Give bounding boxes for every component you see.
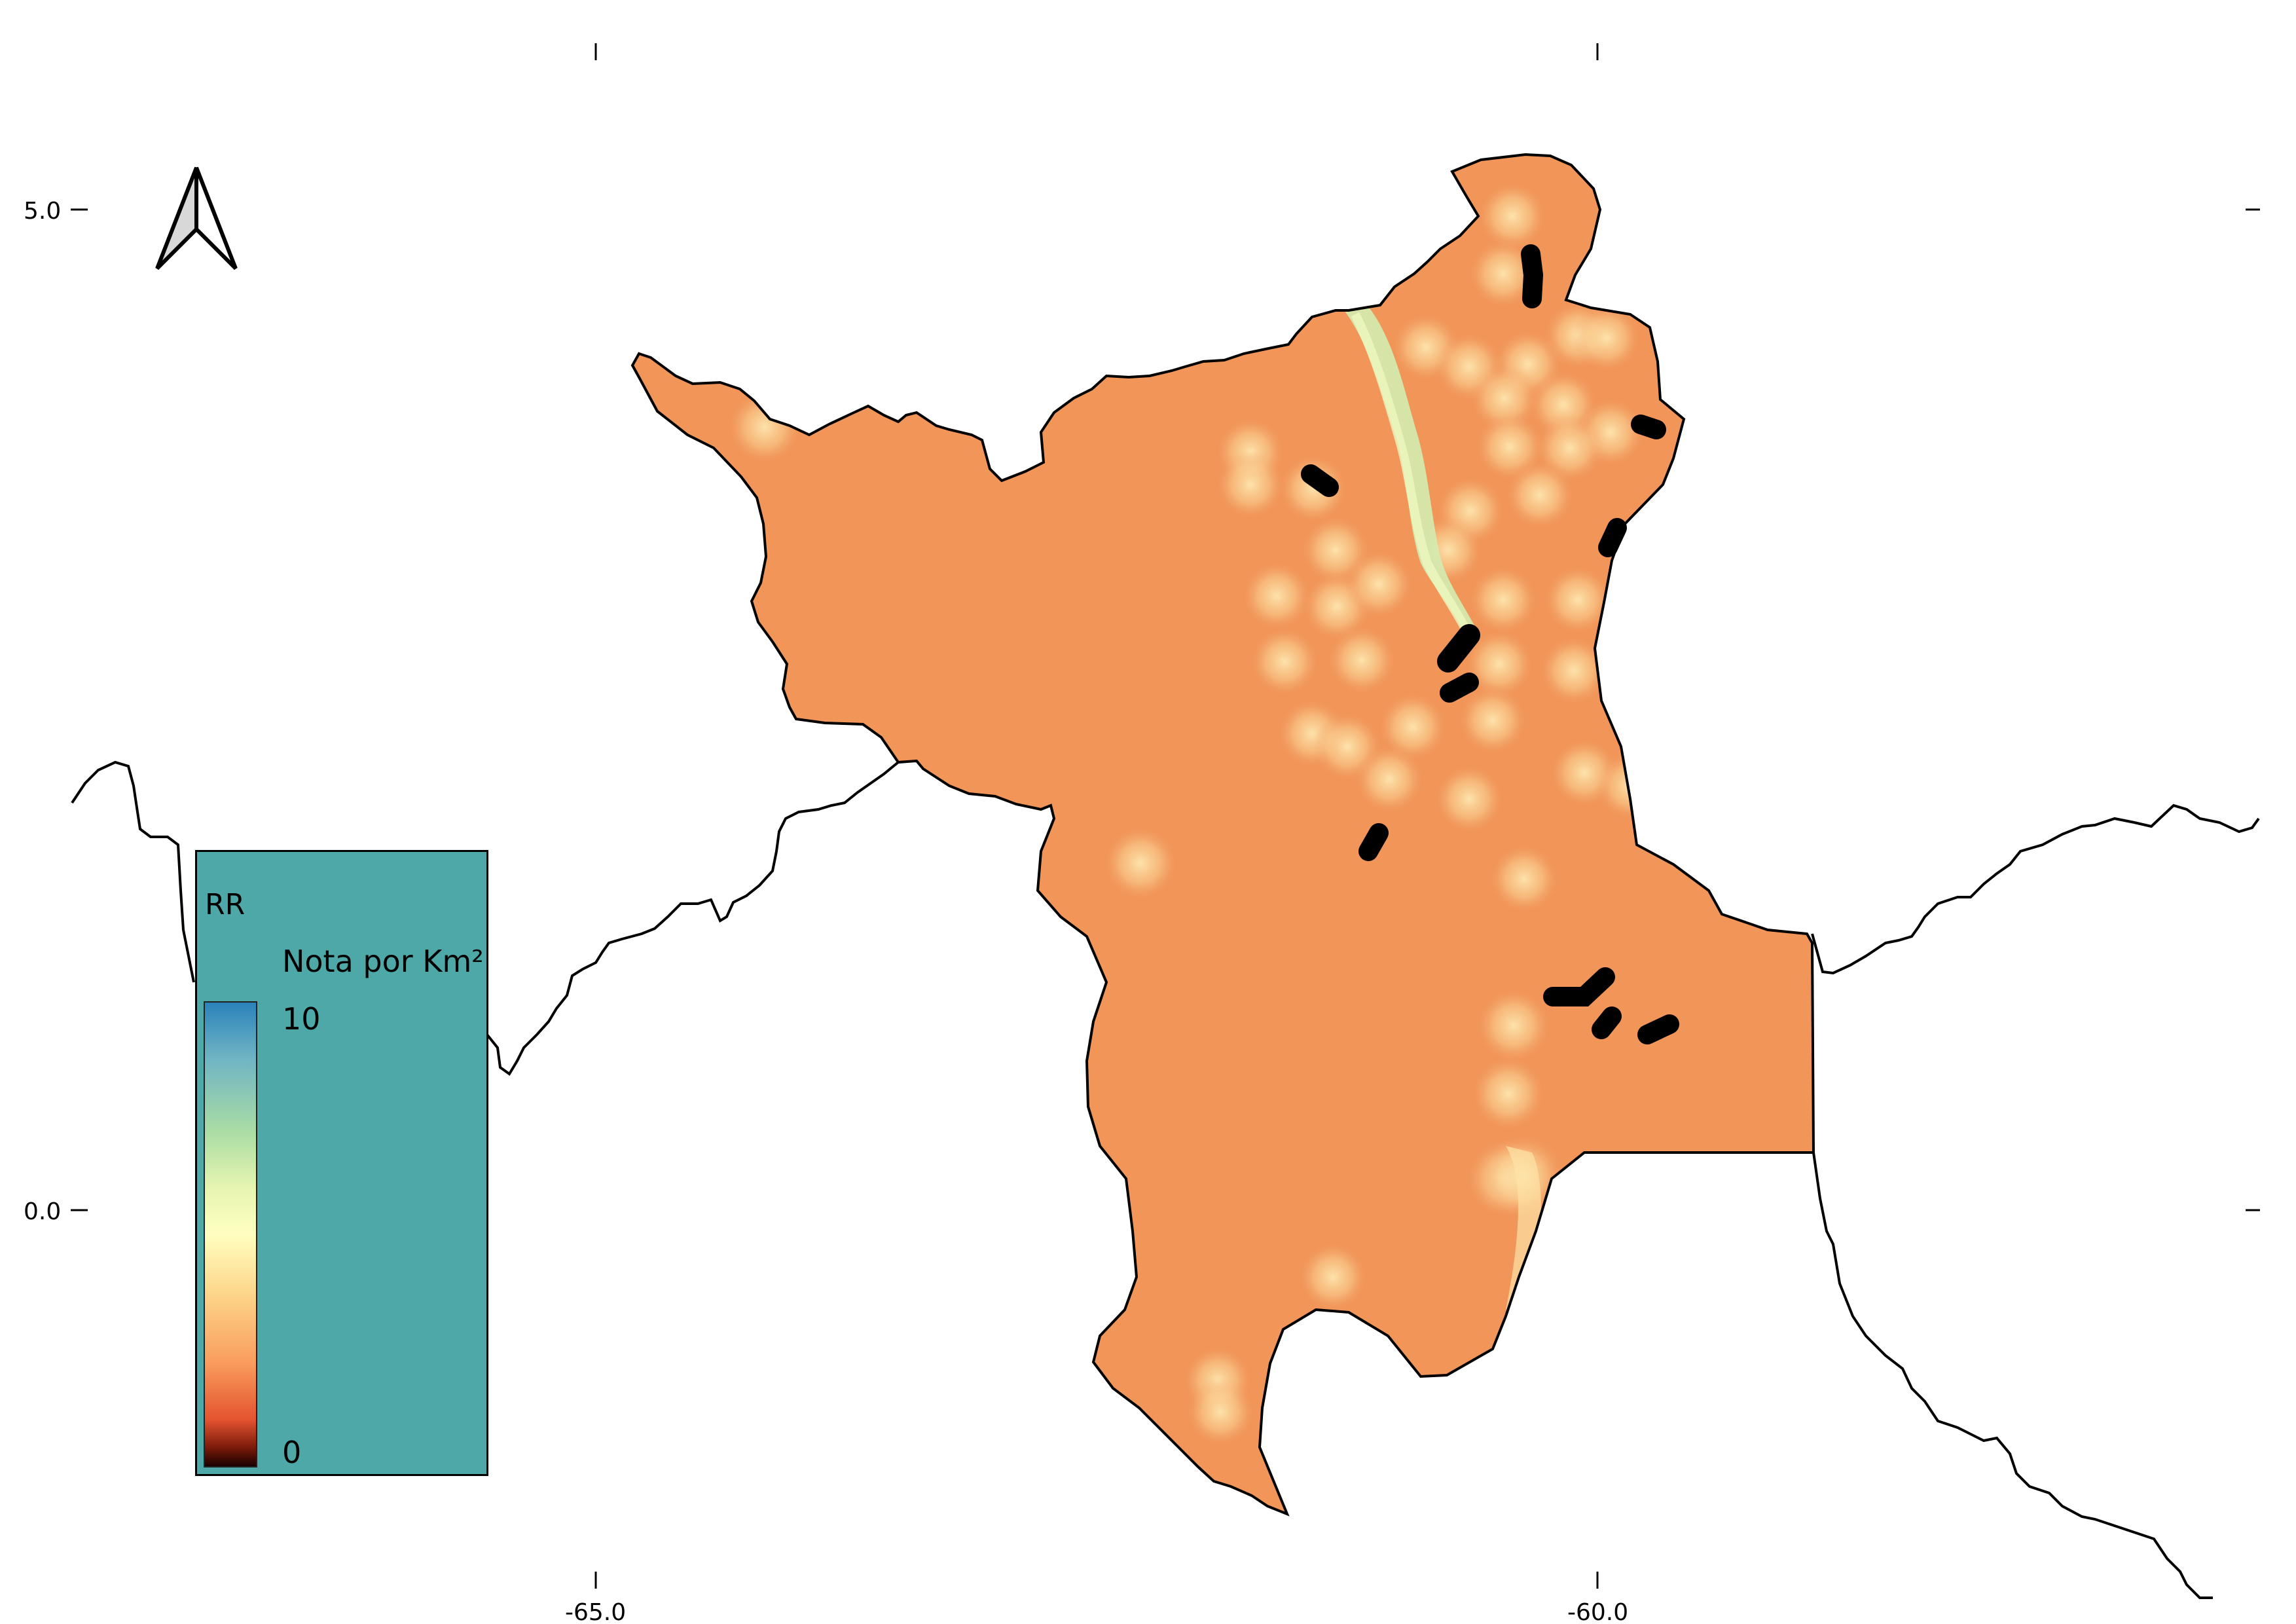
- north-arrow-icon: [155, 166, 238, 270]
- region-boundary: [630, 153, 1815, 1517]
- region-layer: [632, 155, 1813, 1514]
- map-marker: [1631, 415, 1666, 439]
- map-marker: [1637, 1014, 1679, 1044]
- outer-boundaries: [71, 760, 2260, 1599]
- boundary-west-line: [71, 760, 195, 983]
- map-marker: [1440, 673, 1479, 703]
- map-marker: [1598, 518, 1627, 557]
- legend-max-label: 10: [282, 1001, 321, 1037]
- legend-min-label: 0: [282, 1435, 302, 1470]
- legend-color-ramp: [204, 1001, 257, 1467]
- axis-ticks: [71, 43, 2260, 1589]
- density-highlights: [728, 182, 1664, 1446]
- map-marker: [1301, 464, 1339, 497]
- boundary-west-south-line: [486, 761, 900, 1076]
- map-marker: [1358, 823, 1389, 861]
- x-tick-label: -60.0: [1567, 1599, 1628, 1624]
- marker-layer: [1301, 244, 1679, 1044]
- boundary-east-line: [1811, 803, 2260, 975]
- region-fill: [632, 155, 1813, 1514]
- map-marker: [1437, 624, 1480, 673]
- y-tick-label: 5.0: [24, 198, 61, 225]
- legend-group-title: RR: [205, 888, 246, 921]
- legend-layer-title: Nota por Km²: [282, 944, 484, 979]
- boundary-southeast-line: [1812, 1152, 2213, 1599]
- map-marker: [1543, 967, 1615, 1006]
- x-tick-label: -65.0: [565, 1599, 626, 1624]
- legend-panel: RR Nota por Km² 10 0: [195, 850, 488, 1476]
- map-marker: [1592, 1006, 1622, 1039]
- y-tick-label: 0.0: [24, 1198, 61, 1225]
- map-marker: [1521, 244, 1544, 308]
